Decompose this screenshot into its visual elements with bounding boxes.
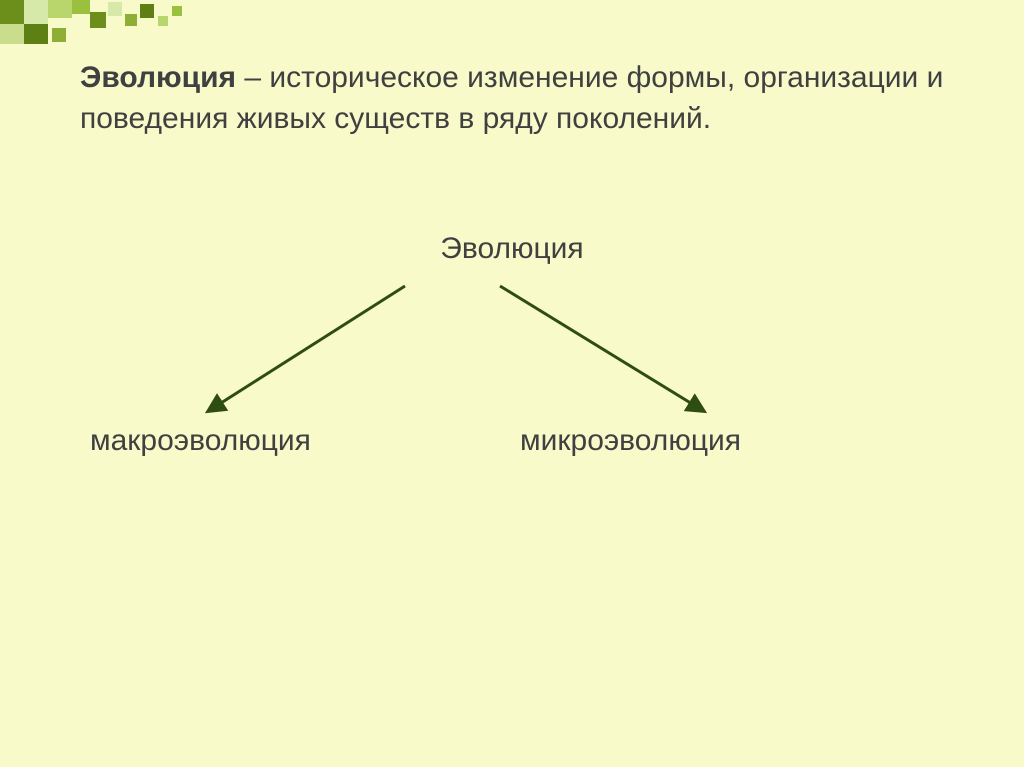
- diagram-root-label: Эволюция: [0, 232, 1024, 266]
- deco-square: [0, 0, 24, 24]
- deco-square: [72, 0, 90, 14]
- deco-square: [172, 6, 182, 16]
- deco-square: [48, 0, 72, 18]
- arrow-left: [210, 286, 405, 410]
- arrow-right: [500, 286, 702, 410]
- deco-square: [52, 28, 66, 42]
- definition-paragraph: Эволюция – историческое изменение формы,…: [80, 58, 964, 139]
- definition-term: Эволюция: [80, 61, 236, 94]
- deco-square: [24, 0, 48, 24]
- deco-square: [0, 24, 24, 44]
- deco-square: [125, 14, 137, 26]
- definition-separator: –: [236, 61, 269, 94]
- deco-square: [90, 12, 106, 28]
- corner-decoration: [0, 0, 220, 50]
- diagram-left-label: макроэволюция: [90, 424, 311, 458]
- deco-square: [158, 16, 168, 26]
- diagram-right-label: микроэволюция: [520, 424, 741, 458]
- deco-square: [140, 4, 154, 18]
- deco-square: [108, 2, 122, 16]
- slide: Эволюция – историческое изменение формы,…: [0, 0, 1024, 767]
- deco-square: [24, 24, 48, 44]
